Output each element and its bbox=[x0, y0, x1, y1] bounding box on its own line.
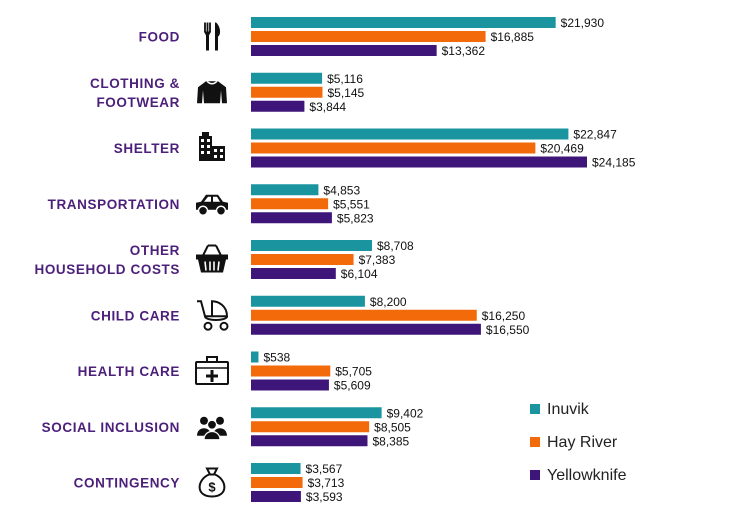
fork-knife-icon bbox=[203, 21, 221, 52]
value-label: $16,250 bbox=[482, 309, 526, 323]
category-icons bbox=[194, 21, 230, 498]
bar bbox=[251, 17, 556, 28]
bar bbox=[251, 254, 354, 265]
bar bbox=[251, 268, 336, 279]
category-label: OTHER bbox=[130, 243, 180, 258]
bar bbox=[251, 365, 331, 377]
value-label: $3,593 bbox=[306, 490, 343, 504]
value-label: $5,705 bbox=[335, 365, 372, 379]
category-label: SOCIAL INCLUSION bbox=[42, 420, 180, 435]
value-label: $8,200 bbox=[370, 295, 407, 309]
basket-icon bbox=[195, 244, 229, 274]
value-label: $24,185 bbox=[592, 156, 636, 170]
value-label: $4,853 bbox=[323, 183, 360, 197]
legend-swatch bbox=[530, 470, 540, 480]
bar bbox=[251, 309, 477, 321]
value-label: $20,469 bbox=[540, 142, 584, 156]
bar bbox=[251, 491, 301, 502]
value-label: $3,567 bbox=[306, 462, 343, 476]
value-label: $16,550 bbox=[486, 323, 530, 337]
category-labels: FOOD CLOTHING & FOOTWEAR SHELTER TRANSPORTAT… bbox=[34, 30, 180, 491]
bar bbox=[251, 156, 587, 168]
car-icon bbox=[195, 194, 229, 216]
bar bbox=[251, 31, 486, 42]
money-bag-icon bbox=[198, 467, 226, 498]
legend-swatch bbox=[530, 404, 540, 414]
category-label: CHILD CARE bbox=[91, 308, 180, 323]
category-label: SHELTER bbox=[114, 141, 180, 156]
bar bbox=[251, 351, 259, 363]
bar bbox=[251, 477, 303, 488]
building-icon bbox=[199, 132, 225, 161]
bar bbox=[251, 45, 437, 56]
bar bbox=[251, 323, 481, 335]
legend: Inuvik Hay River Yellowknife bbox=[530, 401, 627, 484]
bar bbox=[251, 100, 305, 112]
bar bbox=[251, 240, 372, 251]
people-icon bbox=[196, 416, 228, 441]
value-label: $3,844 bbox=[309, 100, 346, 114]
bar bbox=[251, 128, 569, 140]
category-label: CONTINGENCY bbox=[74, 476, 180, 491]
value-label: $8,385 bbox=[372, 434, 409, 448]
bar bbox=[251, 72, 323, 84]
value-label: $5,823 bbox=[337, 211, 374, 225]
value-label: $5,609 bbox=[334, 379, 371, 393]
value-label: $16,885 bbox=[491, 30, 535, 44]
value-label: $7,383 bbox=[359, 253, 396, 267]
bar bbox=[251, 379, 329, 391]
bar bbox=[251, 295, 365, 307]
value-label: $8,505 bbox=[374, 420, 411, 434]
value-label: $5,116 bbox=[327, 72, 363, 86]
bar bbox=[251, 407, 382, 419]
value-label: $5,145 bbox=[327, 86, 364, 100]
category-label: FOOTWEAR bbox=[96, 95, 180, 110]
bar bbox=[251, 184, 319, 196]
category-label: CLOTHING & bbox=[90, 76, 180, 91]
value-label: $9,402 bbox=[387, 406, 424, 420]
value-label: $6,104 bbox=[341, 267, 378, 281]
value-label: $3,713 bbox=[308, 476, 345, 490]
bar bbox=[251, 198, 329, 210]
value-label: $22,847 bbox=[573, 128, 617, 142]
category-label: FOOD bbox=[139, 30, 180, 45]
first-aid-kit-icon bbox=[194, 355, 230, 386]
bar bbox=[251, 212, 332, 224]
bar bbox=[251, 86, 323, 98]
bar bbox=[251, 463, 301, 474]
bars bbox=[251, 17, 587, 502]
category-label: TRANSPORTATION bbox=[48, 197, 180, 212]
legend-swatch bbox=[530, 437, 540, 447]
legend-label: Inuvik bbox=[547, 401, 590, 418]
bar bbox=[251, 421, 370, 433]
value-labels: $21,930 $16,885 $13,362 $5,116$5,145$3,844 $… bbox=[263, 16, 635, 504]
category-label: HEALTH CARE bbox=[78, 364, 180, 379]
value-label: $8,708 bbox=[377, 239, 414, 253]
category-label: HOUSEHOLD COSTS bbox=[34, 262, 180, 277]
legend-label: Yellowknife bbox=[547, 467, 627, 484]
value-label: $13,362 bbox=[442, 44, 486, 58]
sweater-icon bbox=[196, 80, 228, 104]
bar bbox=[251, 142, 536, 154]
legend-label: Hay River bbox=[547, 434, 618, 451]
value-label: $21,930 bbox=[561, 16, 605, 30]
value-label: $538 bbox=[263, 351, 290, 365]
value-label: $5,551 bbox=[333, 197, 370, 211]
bar bbox=[251, 435, 368, 447]
stroller-icon bbox=[196, 300, 229, 331]
